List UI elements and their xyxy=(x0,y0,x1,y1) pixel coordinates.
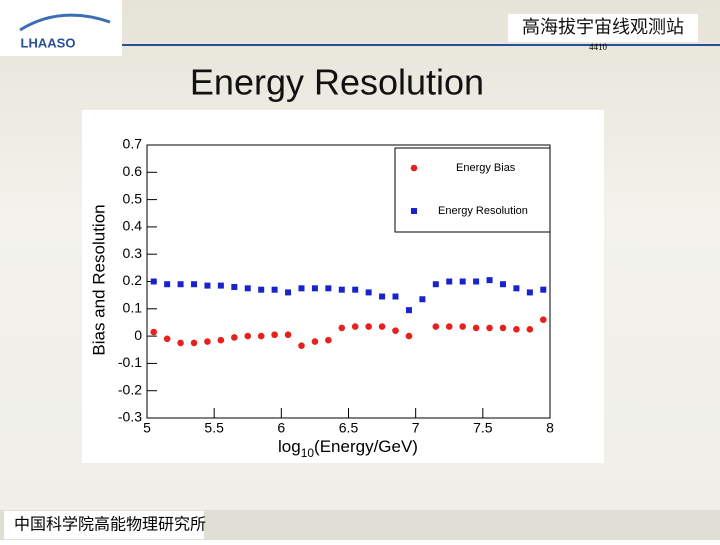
y-tick-label: -0.2 xyxy=(118,381,142,397)
point xyxy=(526,289,533,296)
point xyxy=(513,325,520,333)
point xyxy=(244,285,251,292)
y-tick-label: 0.4 xyxy=(123,218,143,234)
point xyxy=(338,286,345,293)
point xyxy=(271,286,278,293)
x-axis-label-part: 10 xyxy=(301,446,315,460)
point xyxy=(191,281,198,288)
point xyxy=(486,324,493,332)
logo-box xyxy=(0,0,122,56)
legend-label: Energy Resolution xyxy=(438,205,528,217)
x-tick-label: 5 xyxy=(143,420,151,436)
point xyxy=(244,332,252,340)
point xyxy=(190,339,198,347)
point xyxy=(472,324,480,332)
x-tick-label: 7.5 xyxy=(473,420,493,436)
point xyxy=(365,323,372,330)
logo-text: LHAASO xyxy=(21,35,76,50)
point xyxy=(351,323,359,330)
point xyxy=(513,285,520,292)
point xyxy=(392,293,399,300)
point xyxy=(271,331,278,339)
y-tick-label: -0.1 xyxy=(118,354,142,370)
point xyxy=(150,328,158,336)
point xyxy=(257,332,265,340)
y-tick-label: 0.6 xyxy=(123,163,143,179)
point xyxy=(217,282,224,289)
point xyxy=(150,278,157,285)
x-tick-label: 6.5 xyxy=(339,420,359,436)
header-text: 高海拔宇宙线观测站 xyxy=(522,17,684,38)
point xyxy=(285,289,292,296)
y-axis-label: Bias and Resolution xyxy=(89,204,108,355)
y-tick-label: -0.3 xyxy=(118,409,142,425)
point xyxy=(231,283,238,290)
point xyxy=(459,278,466,285)
point xyxy=(445,323,453,330)
point xyxy=(405,307,412,314)
point xyxy=(378,323,386,330)
point xyxy=(379,293,386,300)
y-tick-label: 0.7 xyxy=(123,136,143,152)
point xyxy=(432,281,439,288)
x-tick-label: 5.5 xyxy=(204,420,224,436)
point xyxy=(204,338,211,345)
logo-arc xyxy=(19,13,111,32)
point xyxy=(446,278,453,285)
x-axis-label-part: (Energy/GeV) xyxy=(314,437,418,456)
footer-text: 中国科学院高能物理研究所 xyxy=(14,515,206,534)
point xyxy=(540,286,547,293)
point xyxy=(284,331,292,339)
point xyxy=(365,289,372,296)
point xyxy=(217,336,225,344)
y-tick-label: 0.2 xyxy=(123,272,143,288)
point xyxy=(163,335,171,343)
slide-title: Energy Resolution xyxy=(190,62,484,103)
point xyxy=(231,334,238,341)
legend-marker xyxy=(410,164,418,172)
point xyxy=(298,342,305,349)
point xyxy=(473,278,480,285)
point xyxy=(204,282,211,289)
point xyxy=(311,338,319,345)
point xyxy=(177,281,184,288)
y-tick-label: 0.5 xyxy=(123,190,143,206)
point xyxy=(526,325,534,333)
point xyxy=(419,296,426,303)
point xyxy=(298,285,305,292)
y-tick-label: 0.3 xyxy=(123,245,143,261)
point xyxy=(405,332,413,340)
page-number: 4410 xyxy=(589,42,608,52)
point xyxy=(164,281,171,288)
point xyxy=(325,336,332,344)
legend-label: Energy Bias xyxy=(456,162,516,174)
y-tick-label: 0 xyxy=(134,327,142,343)
point xyxy=(325,285,332,292)
point xyxy=(311,285,318,292)
header-box xyxy=(508,14,698,42)
x-tick-label: 7 xyxy=(412,420,420,436)
point xyxy=(499,324,507,332)
y-tick-label: 0.1 xyxy=(123,300,143,316)
x-axis-label: log10(Energy/GeV) xyxy=(278,437,418,460)
legend-box xyxy=(394,147,551,233)
point xyxy=(459,323,466,330)
point xyxy=(539,316,547,324)
point xyxy=(499,281,506,288)
x-axis-label-part: log xyxy=(278,437,301,456)
x-tick-label: 6 xyxy=(277,420,285,436)
point xyxy=(338,324,346,332)
point xyxy=(258,286,265,293)
legend-marker xyxy=(411,208,417,214)
point xyxy=(177,339,184,347)
point xyxy=(486,277,493,284)
point xyxy=(392,327,399,334)
point xyxy=(352,286,359,293)
x-tick-label: 8 xyxy=(546,420,554,436)
point xyxy=(432,323,440,330)
plot: -0.3 -0.2 -0.1 0 0.1 0.2 0.3 0.4 0.5 0.6 0.7 5 5.5 6 6… xyxy=(89,136,554,460)
footer-logo-box xyxy=(4,511,204,539)
